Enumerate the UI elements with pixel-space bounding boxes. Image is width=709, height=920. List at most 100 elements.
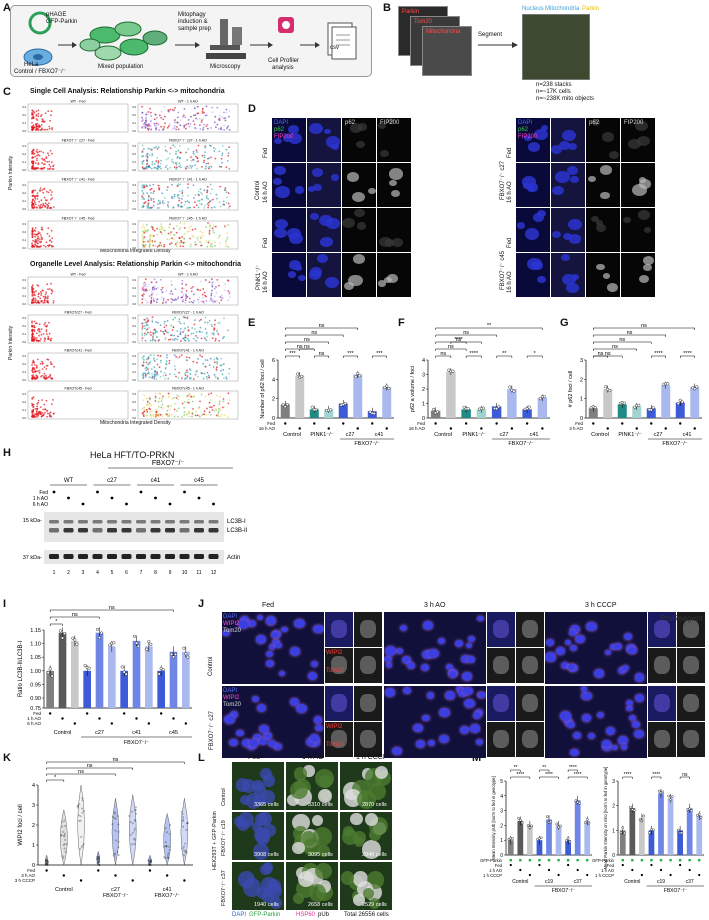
- j-nucleus: [455, 640, 464, 648]
- k-point: [63, 819, 66, 822]
- c-point: [217, 333, 220, 336]
- c-point: [205, 165, 207, 168]
- c-point: [150, 187, 153, 190]
- c-plot-frame: [27, 103, 129, 133]
- d-tile: [551, 118, 585, 162]
- c-point: [155, 321, 158, 323]
- c-ytick: 0.3: [22, 278, 26, 282]
- c-point: [191, 412, 194, 415]
- l-legend-dapi: DAPI: [232, 912, 247, 918]
- c-point: [194, 194, 197, 196]
- c-point: [218, 114, 221, 117]
- c-point: [178, 165, 181, 168]
- d-tile: [272, 208, 306, 252]
- d-nucleus: [386, 118, 395, 125]
- k-violin: [77, 784, 85, 866]
- c-point: [153, 285, 156, 288]
- c-point: [174, 119, 177, 121]
- c-point: [229, 205, 231, 208]
- c-point: [150, 120, 152, 123]
- c-point: [48, 125, 51, 128]
- d-row-label: Fed: [507, 237, 513, 248]
- c-point: [34, 227, 37, 229]
- c-point: [205, 339, 208, 342]
- c-point: [186, 186, 189, 189]
- j-nucleus: [400, 625, 408, 632]
- c-point: [143, 245, 146, 248]
- c-point: [150, 115, 153, 118]
- c-point: [44, 160, 46, 162]
- d-nucleus: [326, 218, 341, 230]
- b-stat-1: n=238 stacks: [536, 82, 572, 88]
- c-point: [160, 370, 162, 373]
- c-point: [167, 396, 170, 398]
- c-point: [158, 338, 161, 341]
- k-point: [80, 846, 83, 849]
- d-nucleus: [517, 222, 526, 229]
- c-point: [178, 371, 181, 374]
- m-y-tick-label: 1: [612, 828, 615, 834]
- c-point: [141, 356, 144, 359]
- m-data-point: [621, 826, 625, 829]
- y-tick-label: 0: [580, 416, 583, 422]
- c-point: [200, 300, 203, 303]
- c-point: [194, 328, 196, 331]
- c-point: [36, 159, 38, 162]
- c-point: [195, 149, 198, 151]
- c-point: [152, 183, 155, 186]
- c-point: [204, 146, 207, 149]
- c-point: [218, 201, 221, 204]
- c-point: [162, 374, 165, 377]
- c-point: [148, 194, 150, 197]
- j-channel-wipi2: WIPI2: [223, 621, 240, 627]
- c-point: [183, 287, 185, 290]
- j-zoom-tile: [516, 722, 544, 757]
- bar: [446, 371, 456, 418]
- c-point: [213, 327, 216, 329]
- c-point: [183, 401, 186, 403]
- c-point: [144, 283, 147, 286]
- c-point: [211, 245, 214, 248]
- c-point: [52, 301, 55, 304]
- sig-bracket: [285, 355, 300, 358]
- c-point: [225, 376, 228, 379]
- c-point: [148, 411, 151, 414]
- j-zoom-signal: [522, 730, 538, 748]
- m-y-tick-label: 5: [500, 779, 503, 785]
- h-band-lc3b-ii: [49, 528, 59, 533]
- c-point: [227, 299, 230, 302]
- c-point: [36, 366, 38, 368]
- c-point: [153, 147, 156, 149]
- d-nucleus: [568, 142, 578, 151]
- j-zoom-signal: [331, 656, 347, 674]
- c-point: [41, 162, 43, 164]
- c-point: [200, 244, 202, 247]
- c-point: [178, 228, 181, 231]
- c-point: [160, 223, 163, 226]
- c-point: [157, 321, 160, 324]
- c-point: [199, 240, 201, 243]
- c-point: [33, 291, 36, 293]
- c-point: [168, 359, 171, 362]
- c-point: [204, 328, 207, 330]
- c-point: [44, 293, 47, 295]
- c-point: [219, 185, 222, 188]
- c-point: [208, 364, 211, 366]
- j-nucleus: [262, 731, 273, 740]
- j-zoom-signal: [522, 694, 538, 712]
- h-band-actin: [208, 554, 219, 559]
- c-point: [158, 207, 161, 209]
- d-tile: [621, 253, 655, 297]
- d-nucleus: [297, 275, 306, 282]
- c-point: [49, 189, 52, 191]
- c-point: [206, 377, 209, 380]
- c-point: [147, 195, 150, 198]
- arrow-icon: [250, 42, 273, 48]
- h-condition-dot: [212, 502, 215, 506]
- i-data-point: [95, 627, 99, 631]
- c-point: [179, 328, 182, 330]
- k-y-tick-label: 1: [32, 843, 35, 849]
- panel-a-frame: [10, 5, 372, 77]
- i-y-axis-label: Ratio LC3B-II/LC3B-I: [18, 640, 24, 697]
